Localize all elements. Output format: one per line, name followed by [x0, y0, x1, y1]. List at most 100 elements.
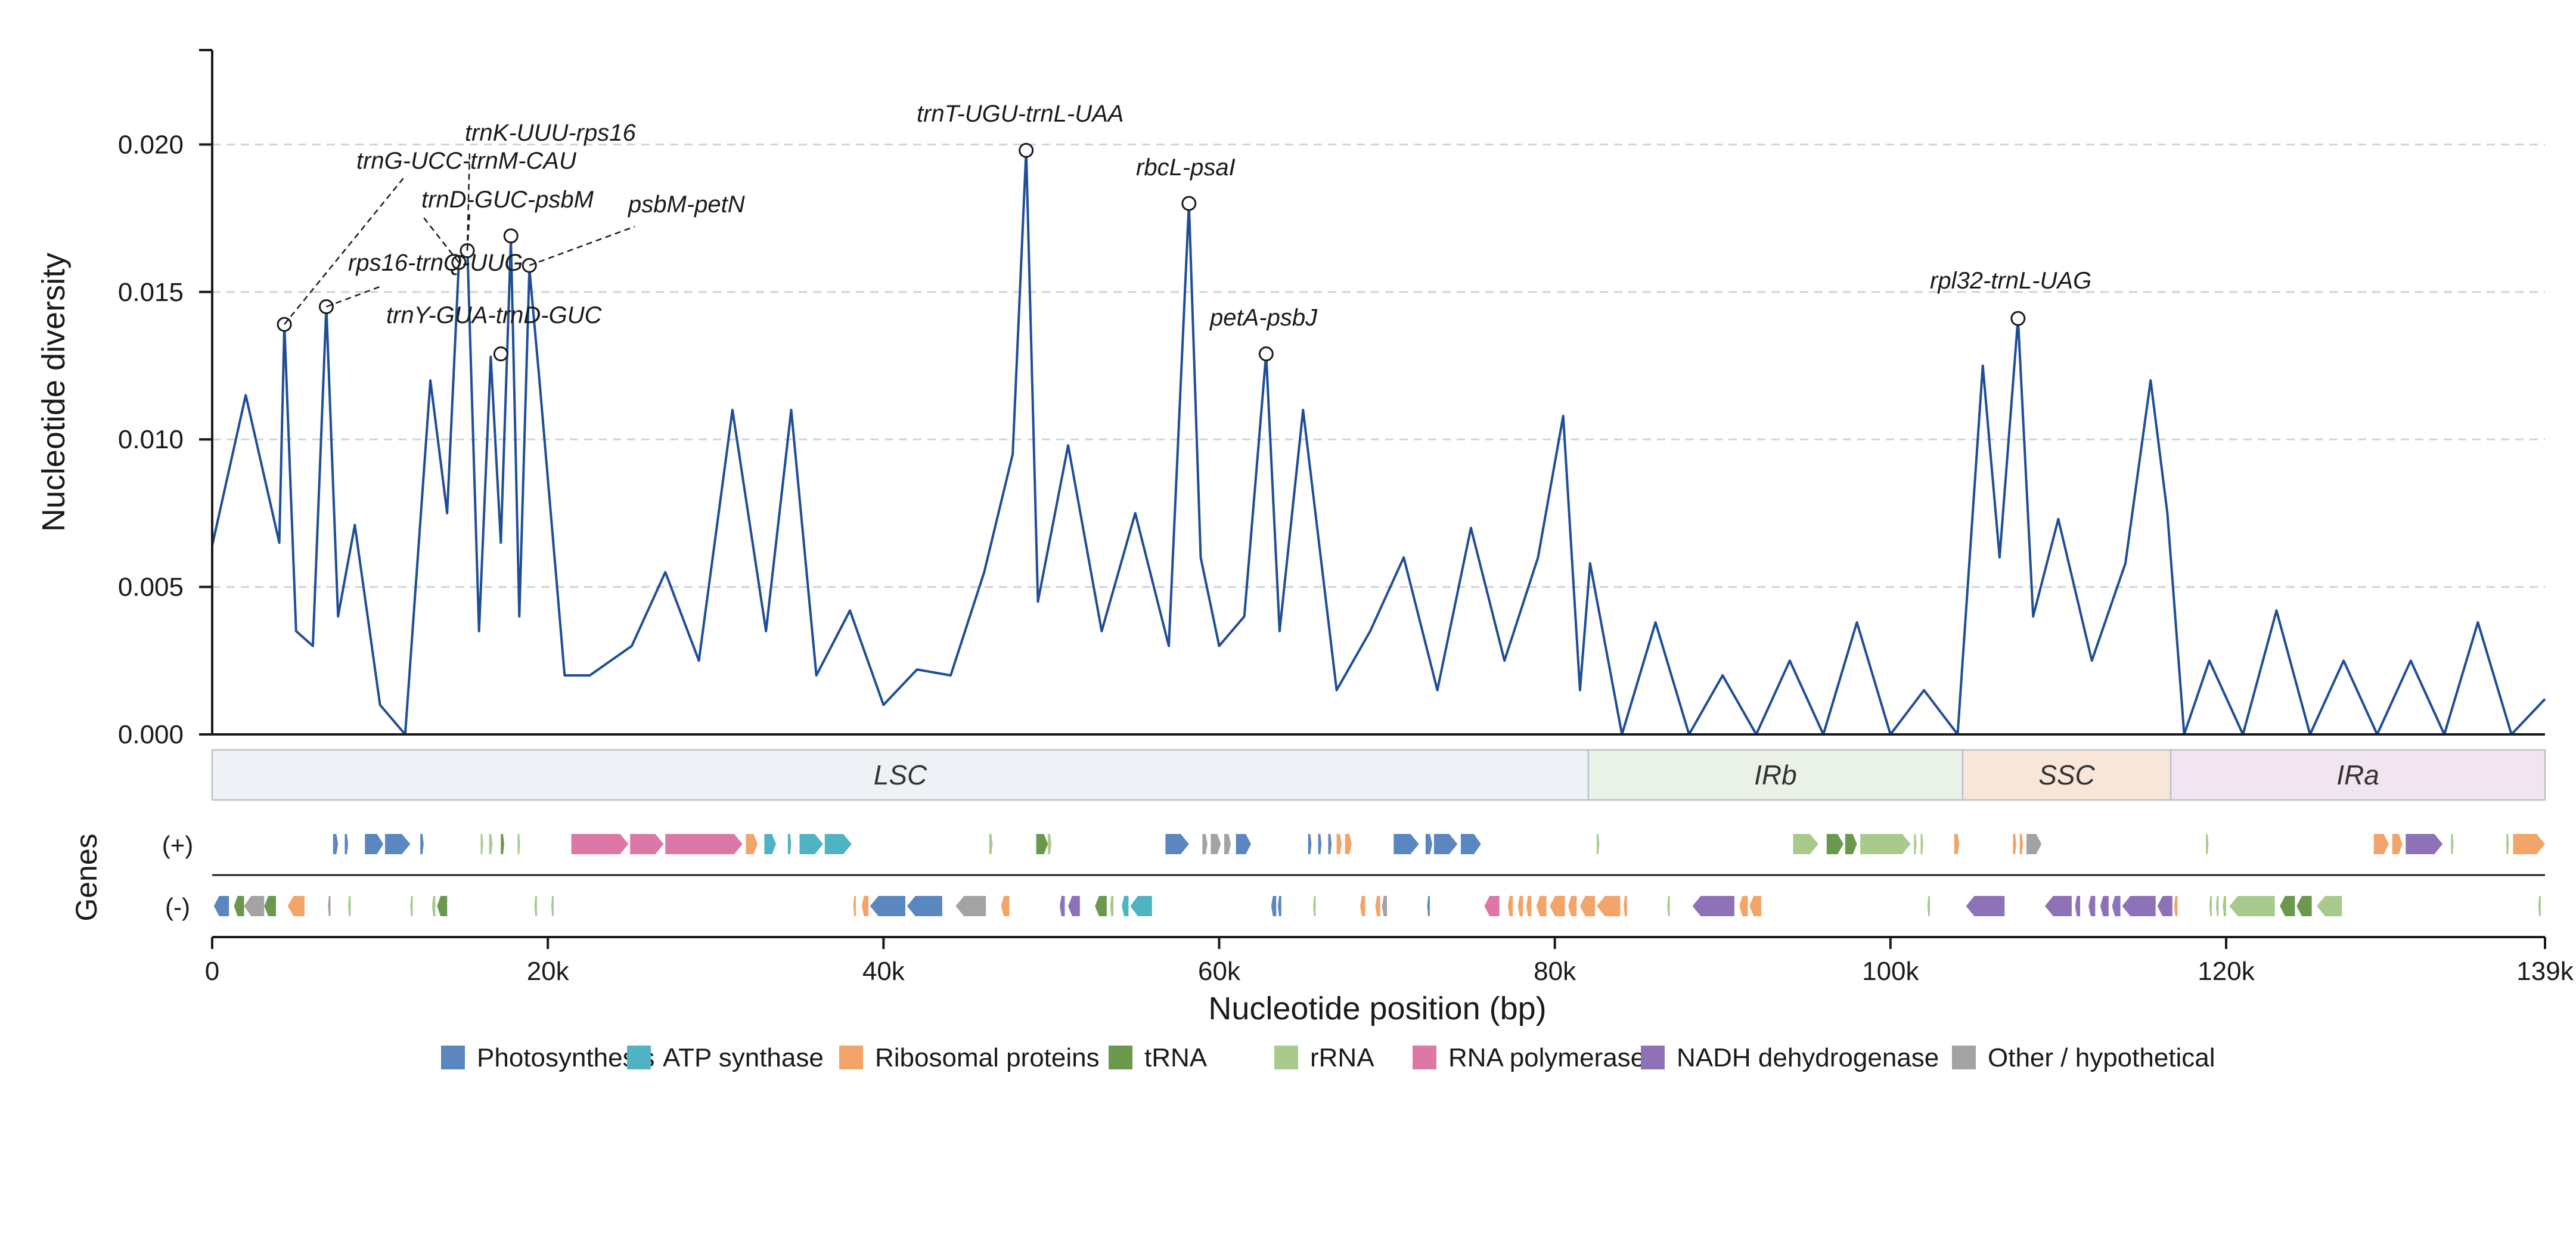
gene-plus-strand — [2451, 834, 2454, 854]
gene-minus-strand — [1624, 896, 1627, 916]
gene-plus-strand — [1845, 834, 1857, 854]
legend-label: tRNA — [1144, 1043, 1208, 1072]
gene-minus-strand — [1597, 896, 1621, 916]
legend-label: Other / hypothetical — [1988, 1043, 2215, 1072]
y-tick-label: 0.015 — [118, 278, 184, 307]
gene-minus-strand — [1375, 896, 1380, 916]
x-tick-label: 80k — [1534, 957, 1576, 986]
gene-minus-strand — [1068, 896, 1080, 916]
gene-plus-strand — [1328, 834, 1332, 854]
annotation-label: trnD-GUC-psbM — [421, 187, 594, 213]
gene-minus-strand — [1001, 896, 1010, 916]
legend-swatch — [1413, 1046, 1436, 1069]
legend-swatch — [1952, 1046, 1976, 1069]
gene-minus-strand — [1568, 896, 1577, 916]
y-tick-label: 0.005 — [118, 573, 184, 602]
gene-minus-strand — [861, 896, 868, 916]
gene-plus-strand — [1597, 834, 1600, 854]
gene-minus-strand — [1059, 896, 1065, 916]
gene-minus-strand — [1360, 896, 1365, 916]
legend-label: Photosynthesis — [477, 1043, 654, 1072]
region-label: IRb — [1754, 759, 1797, 790]
y-tick-label: 0.010 — [118, 425, 184, 454]
gene-minus-strand — [2280, 896, 2295, 916]
gene-minus-strand — [870, 896, 905, 916]
gene-minus-strand — [1271, 896, 1277, 916]
peak-marker — [493, 346, 508, 362]
gene-minus-strand — [1536, 896, 1547, 916]
gene-plus-strand — [2392, 834, 2403, 854]
region-ssc — [1962, 749, 2172, 801]
region-irb — [1587, 749, 1964, 801]
gene-plus-strand — [1954, 834, 1960, 854]
gene-plus-strand — [517, 834, 520, 854]
legend-label: rRNA — [1310, 1043, 1374, 1072]
gene-minus-strand — [1382, 896, 1388, 916]
gene-minus-strand — [244, 896, 265, 916]
gene-minus-strand — [2088, 896, 2096, 916]
gene-plus-strand — [365, 834, 384, 854]
gene-minus-strand — [2296, 896, 2312, 916]
series-line-nucleotide-diversity — [211, 149, 2546, 736]
legend: Photosynthesis ATP synthase Ribosomal prot… — [441, 1043, 2215, 1072]
gene-plus-strand — [2373, 834, 2389, 854]
legend-label: RNA polymerase — [1448, 1043, 1645, 1072]
annotation-label: trnK-UUU-rps16 — [465, 120, 636, 146]
x-tick-label: 60k — [1198, 957, 1241, 986]
annotation-label: rps16-trnQ-UUG — [348, 250, 523, 276]
gene-plus-strand — [799, 834, 823, 854]
gene-plus-strand — [1425, 834, 1433, 854]
gene-minus-strand — [234, 896, 244, 916]
x-tick-label: 100k — [1862, 957, 1919, 986]
strand-plus-label: (+) — [162, 831, 194, 859]
gene-minus-strand — [2229, 896, 2275, 916]
legend-label: ATP synthase — [663, 1043, 824, 1072]
annotation-leader-line — [326, 285, 382, 308]
gene-plus-strand — [2513, 834, 2545, 854]
gene-plus-strand — [501, 834, 504, 854]
x-axis-label: Nucleotide position (bp) — [1208, 991, 1546, 1026]
gene-minus-strand — [1110, 896, 1114, 916]
gene-plus-strand — [665, 834, 743, 854]
gene-minus-strand — [2075, 896, 2081, 916]
peak-marker — [2010, 311, 2026, 326]
gene-minus-strand — [1095, 896, 1107, 916]
gene-plus-strand — [2406, 834, 2443, 854]
legend-label: NADH dehydrogenase — [1677, 1043, 1939, 1072]
gene-minus-strand — [1313, 896, 1316, 916]
gene-plus-strand — [1826, 834, 1843, 854]
annotation-label: rpl32-trnL-UAG — [1930, 268, 2091, 294]
annotation-leader-line — [466, 212, 471, 251]
region-ira — [2170, 749, 2546, 801]
gene-minus-strand — [1692, 896, 1734, 916]
gene-plus-strand — [2026, 834, 2042, 854]
gene-plus-strand — [333, 834, 339, 854]
gene-minus-strand — [1278, 896, 1281, 916]
gene-minus-strand — [2223, 896, 2226, 916]
gene-minus-strand — [1966, 896, 2005, 916]
gene-plus-strand — [1308, 834, 1312, 854]
gene-plus-strand — [1345, 834, 1352, 854]
annotation-leader-line — [529, 225, 635, 266]
legend-swatch — [441, 1046, 465, 1069]
peak-marker — [1019, 142, 1034, 158]
gene-minus-strand — [1526, 896, 1532, 916]
peak-marker — [503, 228, 519, 244]
gene-plus-strand — [1914, 834, 1917, 854]
region-lsc — [211, 749, 1590, 801]
gene-minus-strand — [2044, 896, 2072, 916]
gene-plus-strand — [385, 834, 411, 854]
gene-plus-strand — [1224, 834, 1231, 854]
gene-plus-strand — [1236, 834, 1251, 854]
gene-plus-strand — [824, 834, 852, 854]
gene-plus-strand — [1048, 834, 1051, 854]
gene-plus-strand — [630, 834, 664, 854]
gene-plus-strand — [2506, 834, 2509, 854]
gene-minus-strand — [2216, 896, 2219, 916]
annotation-label: petA-psbJ — [1209, 305, 1318, 331]
gene-minus-strand — [2100, 896, 2109, 916]
legend-swatch — [1109, 1046, 1132, 1069]
annotation-leader-line — [284, 175, 406, 325]
